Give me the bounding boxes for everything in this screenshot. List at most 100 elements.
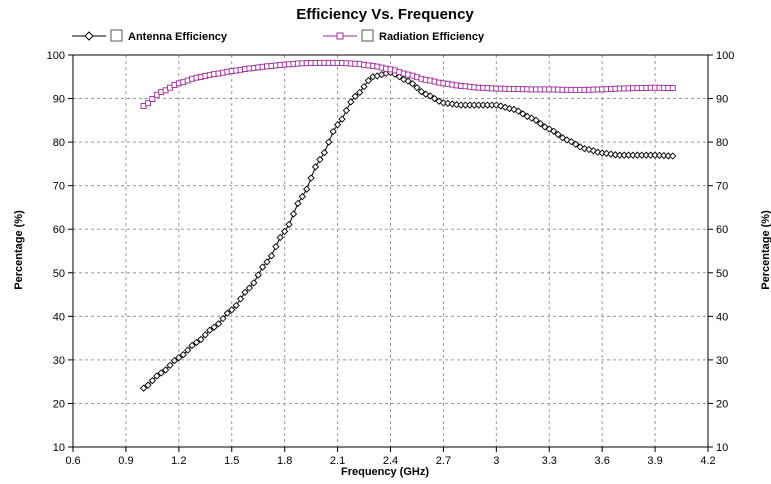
data-point: [153, 372, 161, 380]
y-tick-label-right: 60: [716, 224, 728, 236]
data-point: [241, 288, 249, 296]
x-tick-label: 0.9: [118, 455, 133, 467]
grid: [73, 55, 708, 447]
x-tick-label: 2.4: [383, 455, 398, 467]
data-point: [655, 151, 664, 159]
data-point: [439, 99, 448, 107]
legend-marker-square: [336, 32, 344, 40]
data-point: [364, 77, 373, 85]
data-point: [263, 258, 271, 266]
y-tick-label-left: 30: [53, 355, 65, 367]
data-point: [219, 314, 227, 323]
data-point: [430, 94, 439, 103]
data-point: [197, 335, 205, 344]
data-point: [585, 145, 593, 154]
data-point: [179, 351, 187, 359]
data-point: [501, 103, 509, 111]
series: [139, 59, 677, 392]
data-point: [232, 301, 240, 310]
x-tick-label: 3.9: [647, 455, 662, 467]
y-tick-label-left: 90: [53, 94, 65, 106]
series-antenna-efficiency: [139, 68, 677, 392]
y-axis-label-left: Percentage (%): [13, 210, 25, 290]
data-point: [342, 106, 351, 115]
x-tick-label: 1.2: [171, 455, 186, 467]
y-tick-label-left: 100: [47, 50, 65, 62]
data-point: [161, 366, 170, 374]
y-tick-label-right: 100: [716, 50, 734, 62]
data-point: [360, 82, 368, 91]
data-point: [669, 152, 677, 160]
x-tick-label: 4.2: [700, 455, 715, 467]
data-point: [157, 369, 165, 377]
data-point: [210, 323, 218, 331]
y-tick-label-right: 90: [716, 94, 728, 106]
y-tick-label-left: 10: [53, 442, 65, 454]
legend: Antenna Efficiency Radiation Efficiency: [72, 29, 485, 43]
y-tick-label-right: 20: [716, 398, 728, 410]
data-point: [214, 320, 223, 328]
data-point: [567, 138, 575, 146]
x-tick-label: 1.8: [277, 455, 292, 467]
legend-item-antenna-efficiency[interactable]: Antenna Efficiency: [72, 29, 228, 43]
legend-checkbox-antenna[interactable]: [110, 29, 123, 42]
data-point: [298, 192, 306, 201]
x-tick-label: 2.1: [330, 455, 345, 467]
data-point: [320, 148, 328, 157]
y-tick-label-left: 20: [53, 398, 65, 410]
data-point: [660, 151, 668, 160]
series-radiation-efficiency: [140, 59, 676, 109]
data-point: [598, 149, 606, 157]
data-point: [408, 80, 417, 88]
data-point: [303, 185, 311, 193]
data-point: [448, 100, 456, 108]
data-point: [311, 163, 320, 171]
data-point: [602, 149, 611, 158]
x-tick-label: 3.3: [542, 455, 557, 467]
data-point: [149, 96, 156, 102]
data-point: [453, 101, 461, 109]
data-point: [139, 384, 148, 392]
x-tick-label: 2.7: [436, 455, 451, 467]
data-point: [289, 210, 298, 218]
data-point: [325, 138, 333, 146]
data-point: [669, 85, 676, 92]
data-point: [532, 116, 540, 124]
x-tick-label: 1.5: [224, 455, 239, 467]
y-tick-label-right: 50: [716, 268, 728, 280]
data-point: [223, 309, 231, 317]
data-point: [170, 357, 179, 365]
data-point: [175, 354, 183, 362]
data-point: [329, 127, 337, 136]
chart-title: Efficiency Vs. Frequency: [296, 6, 474, 23]
data-point: [404, 77, 412, 85]
x-tick-label: 3: [493, 455, 499, 467]
data-point: [417, 87, 426, 96]
data-point: [527, 114, 536, 122]
data-point: [206, 326, 214, 334]
legend-item-radiation-efficiency[interactable]: Radiation Efficiency: [323, 29, 485, 43]
data-point: [351, 92, 359, 101]
data-point: [272, 243, 280, 251]
data-point: [413, 84, 421, 92]
y-axis-label-right: Percentage (%): [760, 210, 771, 290]
data-point: [426, 92, 434, 100]
data-point: [166, 361, 174, 369]
data-point: [307, 174, 315, 182]
series-line: [143, 71, 673, 389]
y-tick-label-left: 40: [53, 311, 65, 323]
data-point: [536, 119, 545, 128]
data-point: [145, 100, 151, 107]
legend-checkbox-radiation[interactable]: [361, 29, 374, 42]
y-tick-label-right: 70: [716, 181, 728, 193]
x-tick-label: 3.6: [595, 455, 610, 467]
data-point: [505, 104, 514, 113]
axes: 0.6 0.9 1.2 1.5 1.8 2.1 2.4 2.7 3 3.3 3.6 3.9 4.210 1…: [47, 50, 735, 467]
data-point: [444, 99, 452, 107]
data-point: [519, 110, 527, 118]
data-point: [355, 88, 364, 97]
y-tick-label-right: 40: [716, 311, 728, 323]
data-point: [514, 107, 523, 115]
